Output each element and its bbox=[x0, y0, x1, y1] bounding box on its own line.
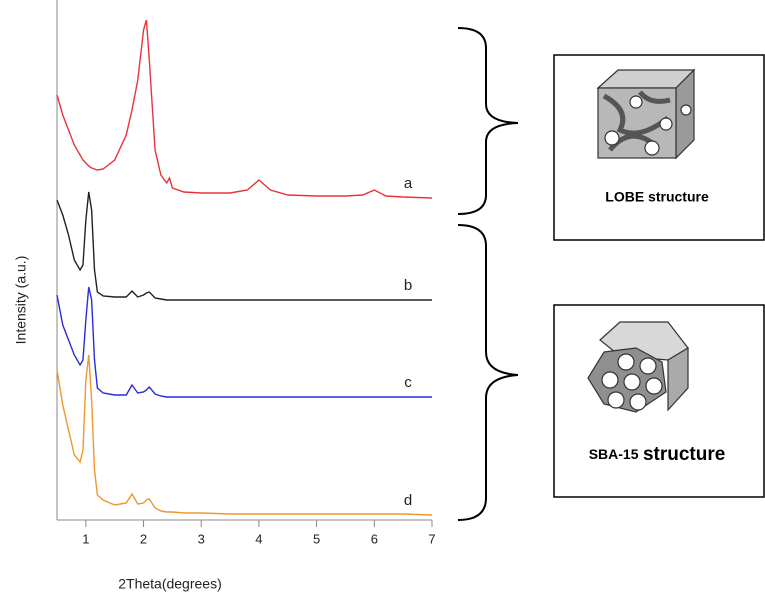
y-axis-label: Intensity (a.u.) bbox=[13, 256, 29, 345]
structure-label: SBA-15 structure bbox=[589, 444, 726, 465]
structure-label: LOBE structure bbox=[605, 189, 709, 205]
x-tick-label: 1 bbox=[82, 531, 89, 546]
series-label: c bbox=[404, 374, 412, 391]
x-tick-label: 2 bbox=[140, 531, 147, 546]
series-label: b bbox=[404, 277, 412, 294]
series-line bbox=[56, 19, 433, 199]
brace bbox=[457, 27, 519, 215]
x-tick-label: 3 bbox=[198, 531, 205, 546]
structure-label-part: SBA-15 bbox=[589, 446, 639, 462]
x-tick-label: 4 bbox=[255, 531, 262, 546]
x-tick-label: 6 bbox=[371, 531, 378, 546]
lobe-icon bbox=[596, 68, 696, 160]
series-line bbox=[56, 191, 432, 301]
series-line bbox=[56, 354, 433, 516]
series-label: d bbox=[404, 492, 412, 509]
x-tick-label: 5 bbox=[313, 531, 320, 546]
x-axis-label: 2Theta(degrees) bbox=[118, 576, 222, 592]
series-line bbox=[56, 286, 432, 398]
series-label: a bbox=[404, 175, 413, 192]
brace bbox=[457, 224, 519, 521]
structure-label-part: structure bbox=[643, 444, 725, 465]
sba15-icon bbox=[587, 321, 689, 413]
structure-box bbox=[553, 304, 765, 498]
x-tick-label: 7 bbox=[428, 531, 435, 546]
